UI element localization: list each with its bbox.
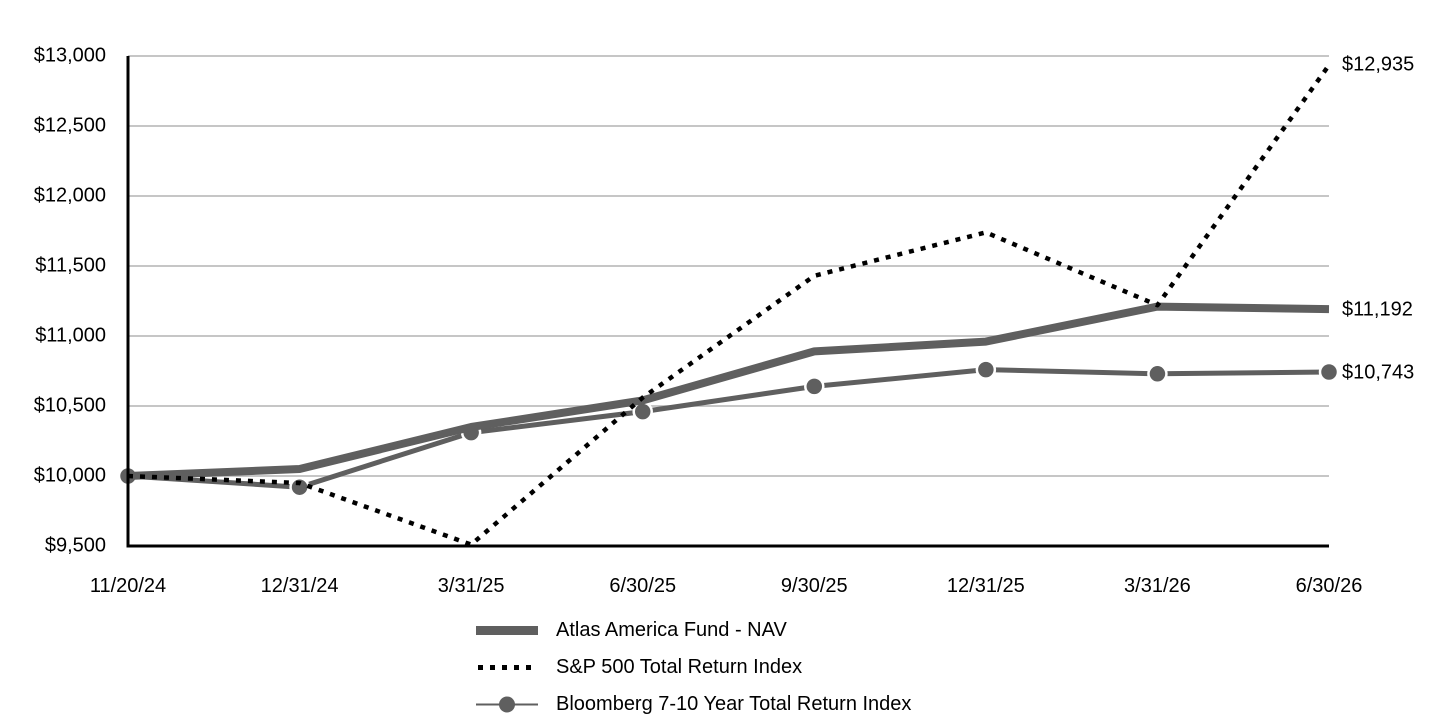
y-tick-label: $13,000: [34, 44, 106, 66]
series-line-nav: [127, 302, 1330, 480]
legend-item-nav: Atlas America Fund - NAV: [476, 612, 911, 649]
series-marker-bloomberg: [1147, 363, 1168, 385]
series-marker-bloomberg: [975, 359, 997, 380]
end-value-label: $11,192: [1342, 298, 1413, 320]
line-chart: $9,500 $10,000 $10,500 $11,000 $11,500 $12,00…: [34, 44, 1415, 597]
legend: Atlas America Fund - NAV S&P 500 Total R…: [476, 612, 911, 723]
y-tick-label: $11,500: [35, 254, 106, 276]
y-tick-label: $11,000: [35, 324, 106, 346]
legend-label-sp500: S&P 500 Total Return Index: [556, 656, 803, 678]
end-value-labels: $11,192 $12,935 $10,743: [1342, 53, 1414, 383]
legend-label-nav: Atlas America Fund - NAV: [556, 619, 787, 641]
x-tick-label: 3/31/26: [1124, 575, 1191, 597]
y-tick-label: $12,500: [34, 114, 106, 136]
series-lines: [117, 63, 1340, 547]
legend-item-sp500: S&P 500 Total Return Index: [476, 649, 911, 686]
y-tick-label: $9,500: [45, 534, 106, 556]
x-tick-label: 12/31/24: [261, 575, 339, 597]
x-tick-label: 6/30/25: [609, 575, 676, 597]
end-value-label: $10,743: [1342, 361, 1414, 383]
y-tick-label: $12,000: [34, 184, 106, 206]
series-line-bloomberg: [127, 367, 1330, 490]
series-line-sp500: [127, 63, 1331, 547]
legend-swatch-bloomberg: [476, 696, 538, 713]
x-tick-label: 6/30/26: [1296, 575, 1363, 597]
x-tick-label: 12/31/25: [947, 575, 1025, 597]
series-marker-bloomberg: [804, 376, 825, 397]
series-marker-bloomberg: [1318, 361, 1340, 383]
legend-label-bloomberg: Bloomberg 7-10 Year Total Return Index: [556, 693, 912, 715]
x-tick-label: 11/20/24: [90, 575, 166, 597]
y-tick-label: $10,500: [34, 394, 106, 416]
legend-swatch-sp500: [478, 665, 538, 670]
gridlines: [128, 55, 1329, 477]
legend-swatch-nav: [476, 626, 538, 635]
x-tick-label: 3/31/25: [438, 575, 505, 597]
y-axis-tick-labels: $9,500 $10,000 $10,500 $11,000 $11,500 $12,00…: [34, 44, 106, 556]
y-tick-label: $10,000: [34, 464, 106, 486]
legend-item-bloomberg: Bloomberg 7-10 Year Total Return Index: [476, 686, 911, 723]
x-tick-label: 9/30/25: [781, 575, 848, 597]
end-value-label: $12,935: [1342, 53, 1414, 75]
x-axis-tick-labels: 11/20/24 12/31/24 3/31/25 6/30/25 9/30/25 12/…: [90, 575, 1363, 597]
